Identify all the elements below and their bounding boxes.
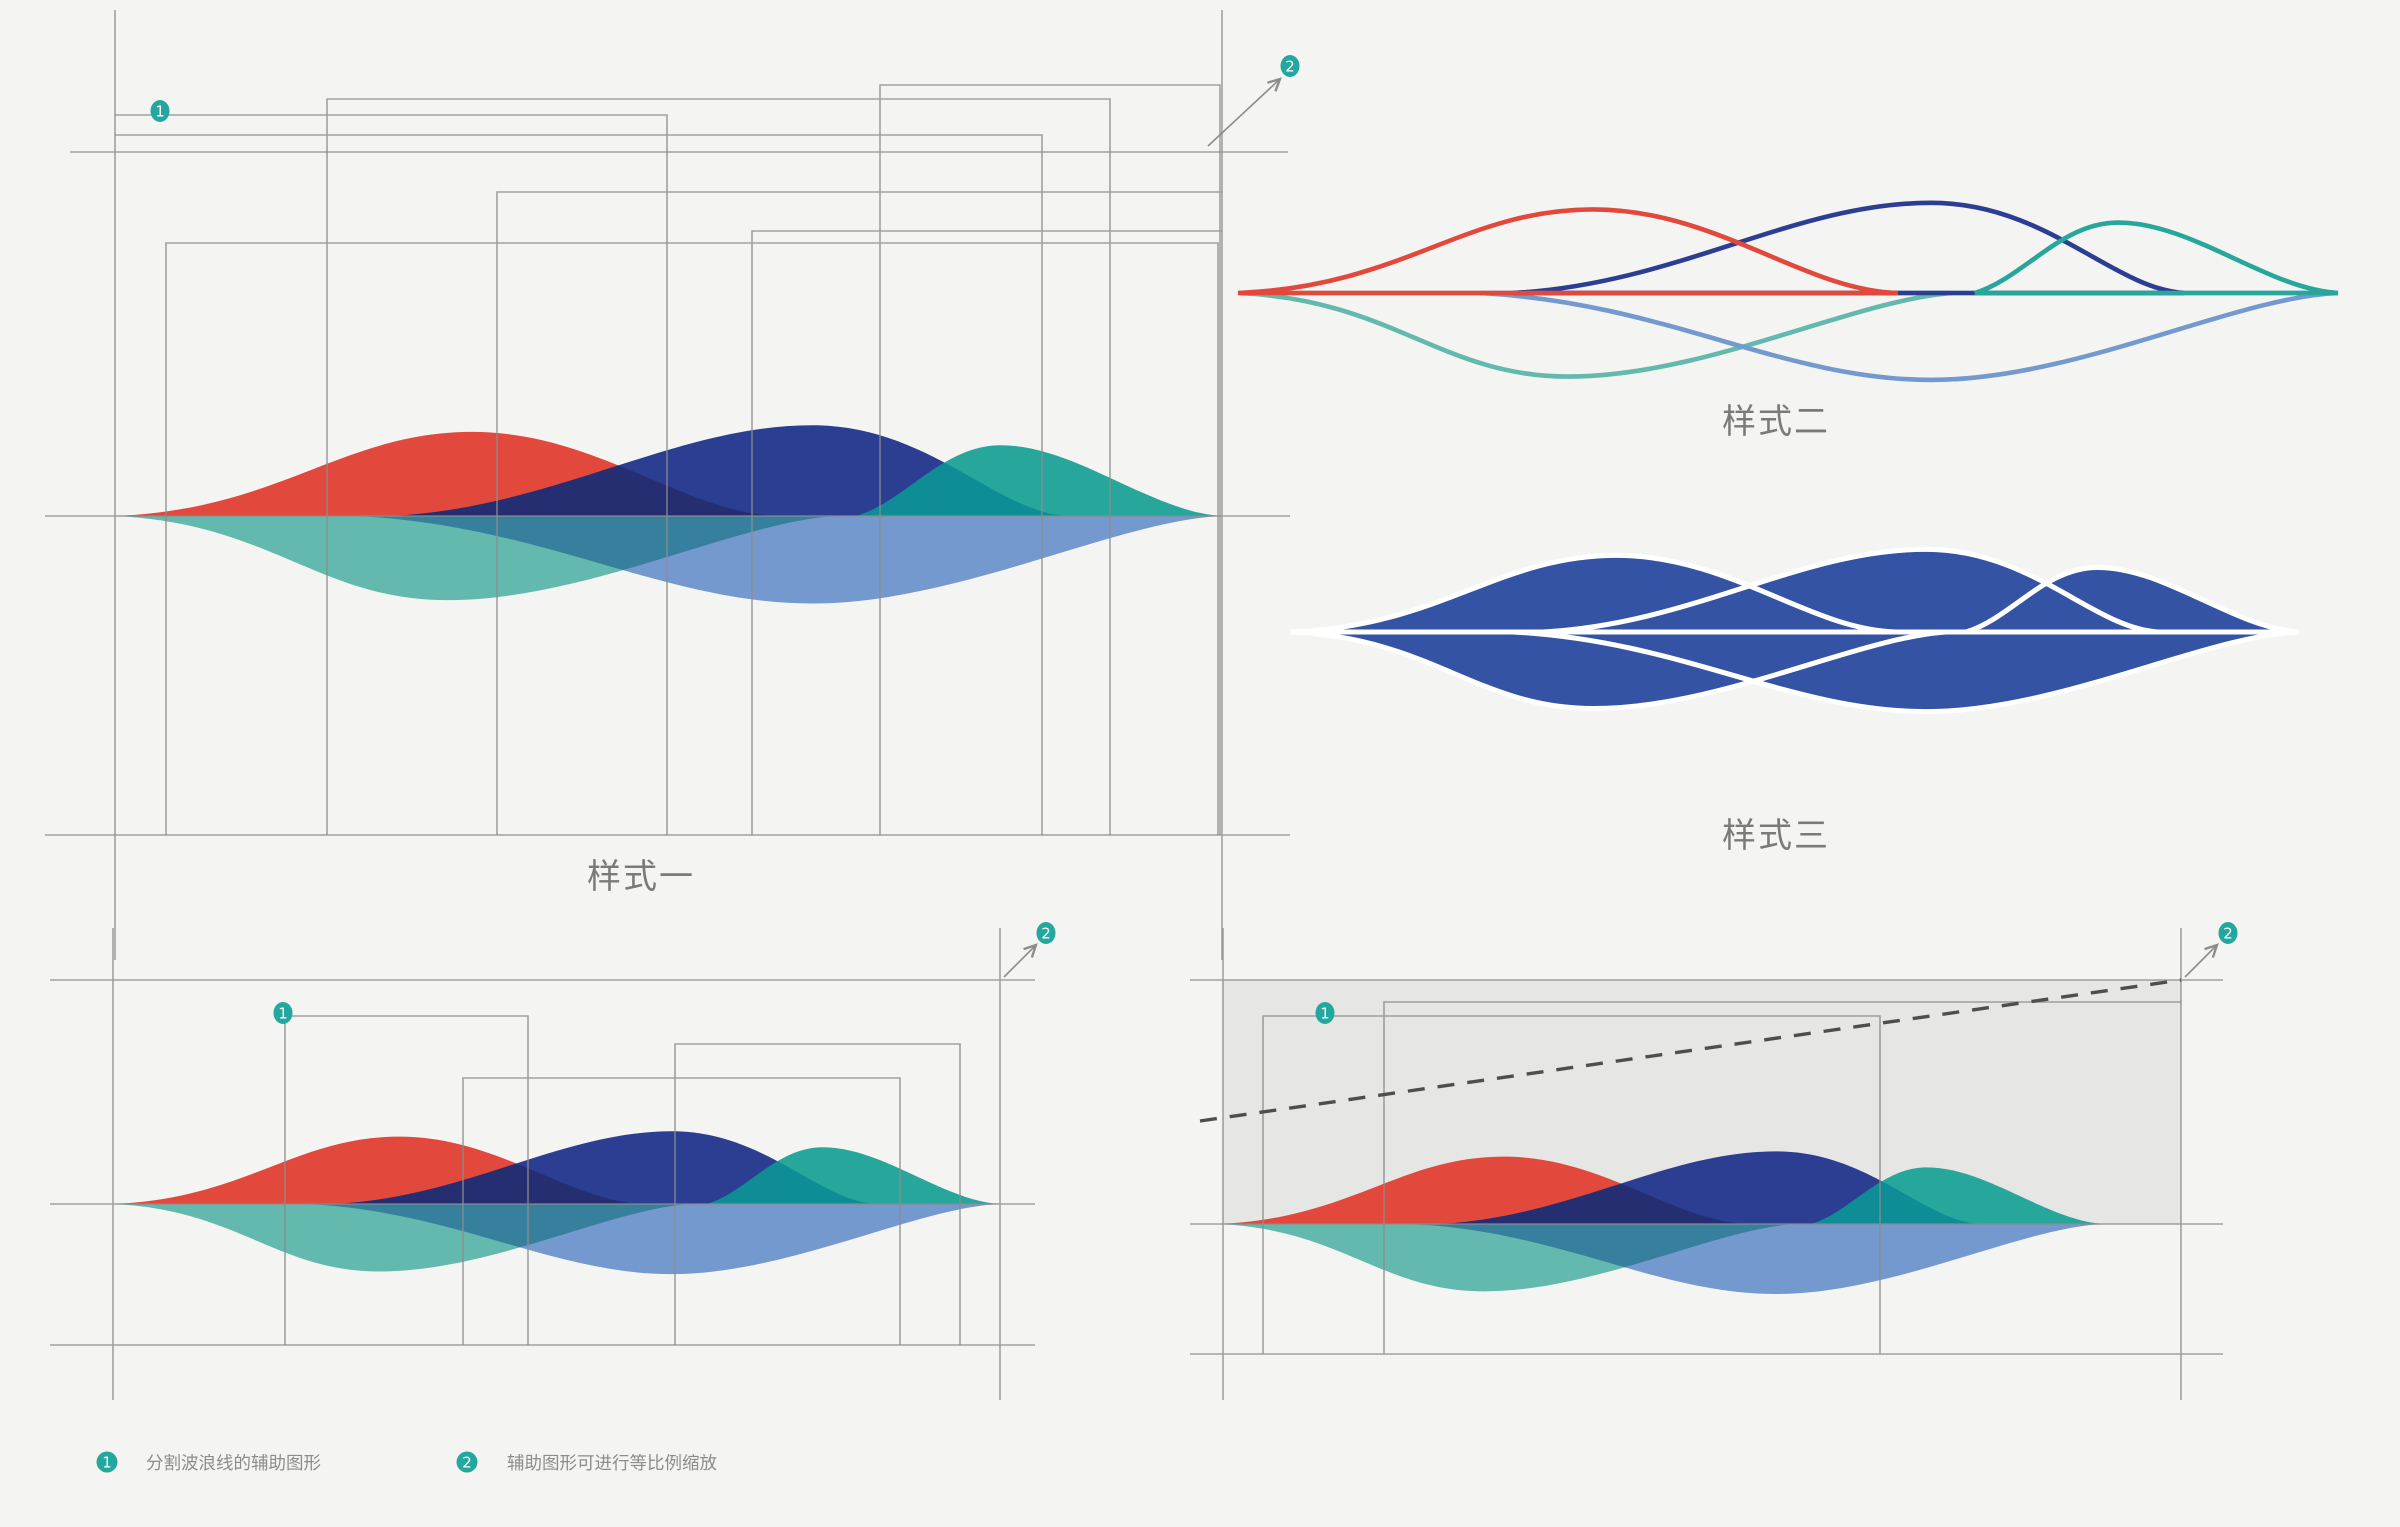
style3-label: 样式三 [1722,816,1830,856]
legend: 1 分割波浪线的辅助图形 2 辅助图形可进行等比例缩放 [96,1451,717,1474]
badge-circle [1280,55,1300,77]
guide-lines [45,10,1290,960]
badge-number: 1 [102,1454,112,1472]
legend-item-2-text: 辅助图形可进行等比例缩放 [507,1454,717,1474]
badge-circle [96,1451,118,1473]
badge-number: 1 [278,1005,288,1023]
badge-1-bottom-left: 1 [273,1002,293,1024]
badge-circle [1036,922,1056,944]
badge-2-style1: 2 [1280,55,1300,77]
badge-circle [456,1451,478,1473]
badge-1-bottom-right: 1 [1315,1002,1335,1024]
badge-number: 2 [2223,925,2233,943]
badge-number: 1 [155,103,165,121]
badge-circle [273,1002,293,1024]
style2-label: 样式二 [1722,402,1830,442]
badge-number: 2 [1041,925,1051,943]
guide-lines [50,928,1035,1400]
construction-grid-bottom-right [1190,928,2223,1400]
wave-bottom-left [113,1131,1000,1274]
legend-badge-2: 2 [456,1451,478,1473]
wave-style-3 [1291,549,2299,711]
auxiliary-rectangles [115,84,1222,835]
legend-item-1-text: 分割波浪线的辅助图形 [146,1454,321,1474]
proportional-scale-dashed-line [1199,978,2182,1123]
construction-grid-bottom-left [50,928,1038,1400]
badge-circle [2218,922,2238,944]
badge-number: 2 [1285,58,1295,76]
badge-circle [1315,1002,1335,1024]
badge-2-bottom-right: 2 [2218,922,2238,944]
guide-lines [1190,928,2223,1400]
wave-style-2 [1238,203,2338,380]
scale-arrow [2184,943,2219,978]
badge-1-style1: 1 [150,100,170,122]
wave-style-1 [115,425,1222,603]
scale-arrow [1003,943,1038,978]
badge-2-bottom-left: 2 [1036,922,1056,944]
legend-badge-1: 1 [96,1451,118,1473]
badge-circle [150,100,170,122]
style1-label: 样式一 [587,857,695,897]
scale-arrow [1207,77,1282,147]
auxiliary-rectangles [284,1015,961,1345]
badge-number: 1 [1320,1005,1330,1023]
construction-grid-style-1 [45,10,1290,960]
auxiliary-rectangles [1262,1001,2181,1354]
badge-number: 2 [462,1454,472,1472]
